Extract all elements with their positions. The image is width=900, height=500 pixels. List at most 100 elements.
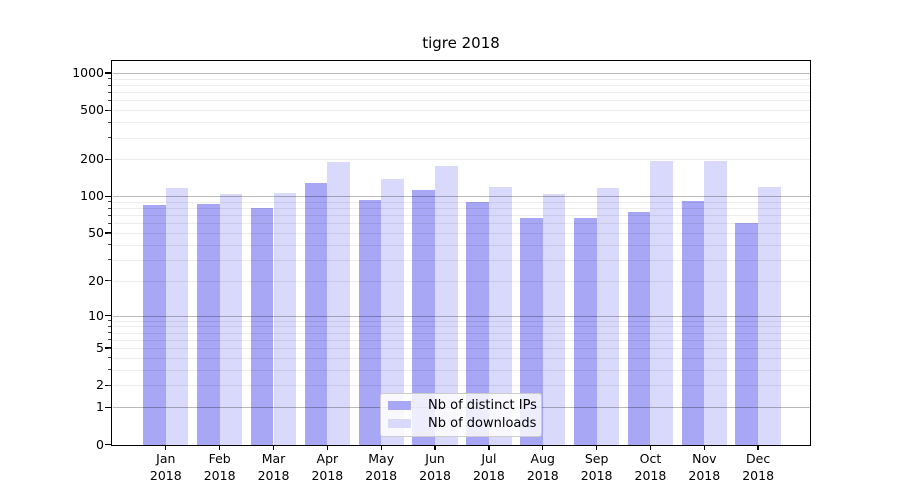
y-tick-minor [107, 244, 112, 246]
x-tick-month: Feb [208, 450, 231, 466]
gridline-minor [112, 223, 810, 225]
y-tick-minor [107, 91, 112, 93]
legend-swatch-nb-of-downloads [388, 418, 411, 429]
bar-nb-of-downloads-apr [327, 162, 351, 445]
x-tick [272, 445, 275, 451]
x-tick [434, 445, 436, 451]
x-tick [488, 445, 490, 451]
y-tick-minor [107, 369, 112, 371]
x-tick [380, 445, 382, 451]
y-tick-label: 10 [88, 307, 104, 323]
x-tick-year: 2018 [311, 468, 344, 483]
x-tick-year: 2018 [257, 468, 290, 483]
bar-nb-of-distinct-ips-dec [735, 222, 759, 445]
y-tick-minor [107, 137, 112, 139]
y-tick [105, 314, 112, 317]
x-tick-label: Dec 2018 [728, 450, 788, 485]
gridline-minor [112, 244, 810, 246]
gridline-minor [112, 369, 810, 371]
bar-nb-of-downloads-may [381, 178, 404, 445]
y-tick-minor [107, 78, 112, 80]
y-tick-label: 50 [88, 225, 104, 241]
x-tick-month: Dec [746, 450, 771, 466]
gridline-major [112, 73, 810, 75]
x-tick [649, 445, 652, 451]
x-tick-month: Mar [261, 450, 286, 466]
x-tick-year: 2018 [149, 468, 182, 483]
x-tick [165, 445, 167, 451]
x-tick [757, 445, 759, 451]
x-tick [595, 445, 598, 451]
y-tick-label: 2 [96, 377, 104, 393]
x-tick-label: Jan 2018 [136, 450, 196, 485]
bar-nb-of-downloads-feb [219, 193, 243, 445]
bar-nb-of-distinct-ips-oct [627, 211, 651, 445]
y-tick-minor [107, 222, 112, 224]
y-tick-label: 1000 [72, 65, 104, 81]
x-tick-label: Feb 2018 [190, 450, 250, 485]
x-tick-month: Jun [425, 450, 445, 466]
x-tick-month: Jan [156, 450, 176, 466]
y-tick-minor [107, 214, 112, 216]
x-tick-label: Jul 2018 [459, 450, 519, 485]
chart-title: tigre 2018 [422, 34, 500, 52]
x-tick-year: 2018 [365, 468, 398, 483]
legend-item: Nb of downloads [388, 415, 537, 431]
x-tick [703, 445, 705, 451]
x-tick-label: Mar 2018 [244, 450, 304, 485]
y-tick-minor [107, 99, 112, 101]
y-tick-minor [107, 320, 112, 322]
x-tick-year: 2018 [742, 468, 775, 483]
legend: Nb of distinct IPs Nb of downloads [380, 392, 542, 437]
gridline-minor [112, 357, 810, 359]
x-tick [542, 445, 544, 451]
x-tick-month: Oct [639, 450, 662, 466]
y-tick-label: 200 [80, 151, 104, 167]
y-tick-label: 1 [96, 399, 104, 415]
bar-nb-of-downloads-aug [542, 194, 566, 445]
x-tick-label: Nov 2018 [674, 450, 734, 485]
gridline-major [112, 196, 810, 198]
x-tick-month: May [368, 450, 395, 466]
gridline-minor [112, 259, 810, 261]
y-tick-minor [107, 121, 112, 123]
y-tick-label: 500 [80, 102, 104, 118]
bar-nb-of-distinct-ips-jul [466, 201, 489, 445]
x-tick-label: May 2018 [351, 450, 411, 485]
bar-nb-of-distinct-ips-mar [250, 208, 274, 445]
gridline-minor [112, 208, 810, 210]
y-tick-minor [107, 347, 112, 349]
x-tick-month: Sep [584, 450, 609, 466]
x-tick-label: Jun 2018 [405, 450, 465, 485]
gridline-minor [112, 385, 810, 387]
bars-layer [113, 61, 811, 445]
legend-item: Nb of distinct IPs [388, 398, 537, 414]
x-tick-label: Aug 2018 [513, 450, 573, 485]
y-tick-minor [107, 109, 112, 111]
gridline-minor [112, 339, 810, 341]
grid-layer [112, 61, 810, 445]
x-tick [326, 445, 329, 451]
y-tick-label: 5 [96, 340, 104, 356]
bar-nb-of-distinct-ips-nov [681, 201, 705, 445]
legend-label: Nb of distinct IPs [428, 398, 537, 414]
bar-nb-of-downloads-mar [273, 193, 297, 445]
x-tick [218, 445, 221, 451]
x-tick-year: 2018 [580, 468, 613, 483]
legend-label: Nb of downloads [428, 415, 537, 431]
gridline-minor [112, 78, 810, 80]
bar-nb-of-downloads-dec [758, 186, 781, 445]
gridline-major [112, 315, 810, 317]
bar-nb-of-distinct-ips-may [358, 200, 382, 445]
gridline-minor [112, 280, 810, 282]
bar-nb-of-distinct-ips-jun [412, 190, 436, 445]
y-tick-minor [107, 259, 112, 261]
y-tick-label: 20 [88, 272, 104, 288]
x-tick-label: Sep 2018 [567, 450, 627, 485]
gridline-minor [112, 159, 810, 161]
bar-nb-of-distinct-ips-aug [520, 218, 543, 445]
x-tick-year: 2018 [472, 468, 505, 483]
y-tick [105, 443, 112, 446]
gridline-minor [112, 85, 810, 87]
x-tick-year: 2018 [634, 468, 667, 483]
